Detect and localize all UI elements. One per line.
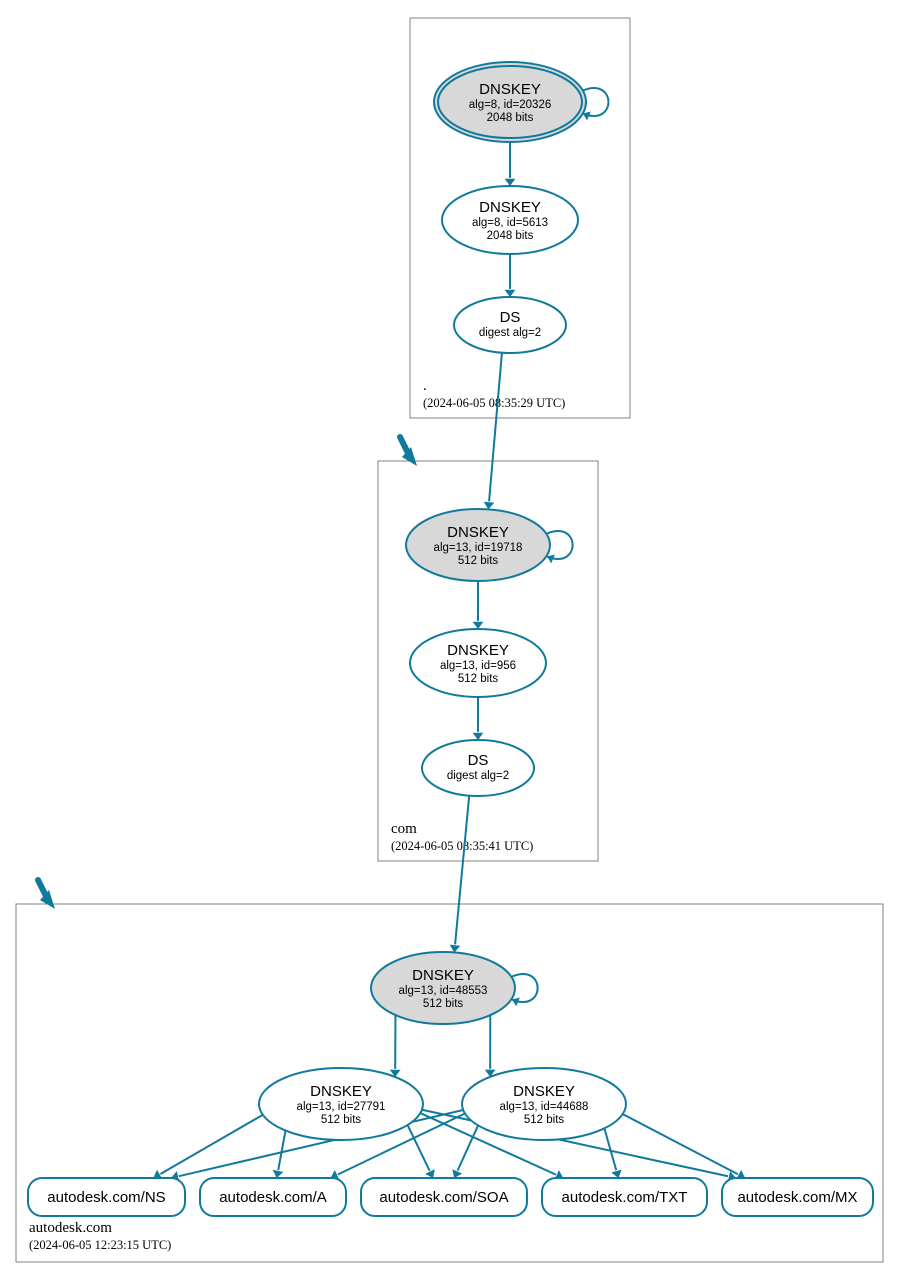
node-ad-zsk1-sub1: alg=13, id=27791 bbox=[297, 1101, 386, 1113]
node-root-ds-title: DS bbox=[500, 309, 521, 326]
zone-label-root: . bbox=[423, 378, 427, 394]
node-com-ksk: DNSKEYalg=13, id=19718512 bits bbox=[406, 509, 573, 581]
rrset-rr-txt: autodesk.com/TXT bbox=[542, 1178, 707, 1216]
zone-timestamp-root: (2024-06-05 08:35:29 UTC) bbox=[423, 396, 565, 410]
zone-label-com: com bbox=[391, 821, 417, 837]
zone-timestamp-autodesk: (2024-06-05 12:23:15 UTC) bbox=[29, 1238, 171, 1252]
node-com-ds-title: DS bbox=[468, 752, 489, 769]
node-com-ksk-sub1: alg=13, id=19718 bbox=[434, 542, 523, 554]
node-root-zsk: DNSKEYalg=8, id=56132048 bits bbox=[442, 186, 578, 254]
node-ad-ksk-title: DNSKEY bbox=[412, 967, 474, 984]
node-root-ds: DSdigest alg=2 bbox=[454, 297, 566, 353]
node-com-ksk-title: DNSKEY bbox=[447, 524, 509, 541]
node-com-zsk: DNSKEYalg=13, id=956512 bits bbox=[410, 629, 546, 697]
node-ad-zsk1-title: DNSKEY bbox=[310, 1083, 372, 1100]
node-ad-zsk2-title: DNSKEY bbox=[513, 1083, 575, 1100]
node-com-ds: DSdigest alg=2 bbox=[422, 740, 534, 796]
node-root-zsk-sub2: 2048 bits bbox=[487, 230, 534, 242]
node-com-zsk-sub1: alg=13, id=956 bbox=[440, 660, 516, 672]
rrset-rr-ns-label: autodesk.com/NS bbox=[47, 1189, 165, 1206]
node-ad-zsk1: DNSKEYalg=13, id=27791512 bits bbox=[259, 1068, 423, 1140]
rrset-rr-a: autodesk.com/A bbox=[200, 1178, 346, 1216]
node-root-ds-sub1: digest alg=2 bbox=[479, 327, 541, 339]
node-com-zsk-sub2: 512 bits bbox=[458, 673, 499, 685]
node-com-zsk-title: DNSKEY bbox=[447, 642, 509, 659]
node-root-zsk-sub1: alg=8, id=5613 bbox=[472, 217, 548, 229]
node-ad-zsk1-sub2: 512 bits bbox=[321, 1114, 362, 1126]
node-root-ksk-sub1: alg=8, id=20326 bbox=[469, 99, 552, 111]
node-root-ksk: DNSKEYalg=8, id=203262048 bits bbox=[434, 62, 608, 142]
node-com-ksk-sub2: 512 bits bbox=[458, 555, 499, 567]
zone-label-autodesk: autodesk.com bbox=[29, 1220, 112, 1236]
rrset-rr-txt-label: autodesk.com/TXT bbox=[562, 1189, 688, 1206]
dnssec-diagram: . (2024-06-05 08:35:29 UTC) com (2024-06-05… bbox=[0, 0, 899, 1278]
node-root-zsk-title: DNSKEY bbox=[479, 199, 541, 216]
rrset-rr-a-label: autodesk.com/A bbox=[219, 1189, 327, 1206]
node-root-ksk-title: DNSKEY bbox=[479, 81, 541, 98]
node-ad-zsk2: DNSKEYalg=13, id=44688512 bits bbox=[462, 1068, 626, 1140]
zone-timestamp-com: (2024-06-05 08:35:41 UTC) bbox=[391, 839, 533, 853]
rrset-rr-soa-label: autodesk.com/SOA bbox=[379, 1189, 508, 1206]
rrset-rr-soa: autodesk.com/SOA bbox=[361, 1178, 527, 1216]
node-ad-ksk: DNSKEYalg=13, id=48553512 bits bbox=[371, 952, 538, 1024]
node-ad-zsk2-sub1: alg=13, id=44688 bbox=[500, 1101, 589, 1113]
node-ad-zsk2-sub2: 512 bits bbox=[524, 1114, 565, 1126]
node-ad-ksk-sub2: 512 bits bbox=[423, 998, 464, 1010]
rrset-rr-mx: autodesk.com/MX bbox=[722, 1178, 873, 1216]
node-com-ds-sub1: digest alg=2 bbox=[447, 770, 509, 782]
node-root-ksk-sub2: 2048 bits bbox=[487, 112, 534, 124]
rrset-rr-mx-label: autodesk.com/MX bbox=[737, 1189, 857, 1206]
node-ad-ksk-sub1: alg=13, id=48553 bbox=[399, 985, 488, 997]
rrset-rr-ns: autodesk.com/NS bbox=[28, 1178, 185, 1216]
